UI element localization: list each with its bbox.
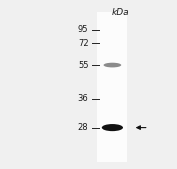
Text: 72: 72 [78,39,88,48]
Text: kDa: kDa [112,8,129,17]
Bar [97,12,127,162]
Text: 28: 28 [78,123,88,132]
Ellipse shape [102,124,123,131]
Ellipse shape [104,63,121,67]
Text: 55: 55 [78,61,88,70]
Text: 95: 95 [78,25,88,34]
Text: 36: 36 [78,94,88,103]
